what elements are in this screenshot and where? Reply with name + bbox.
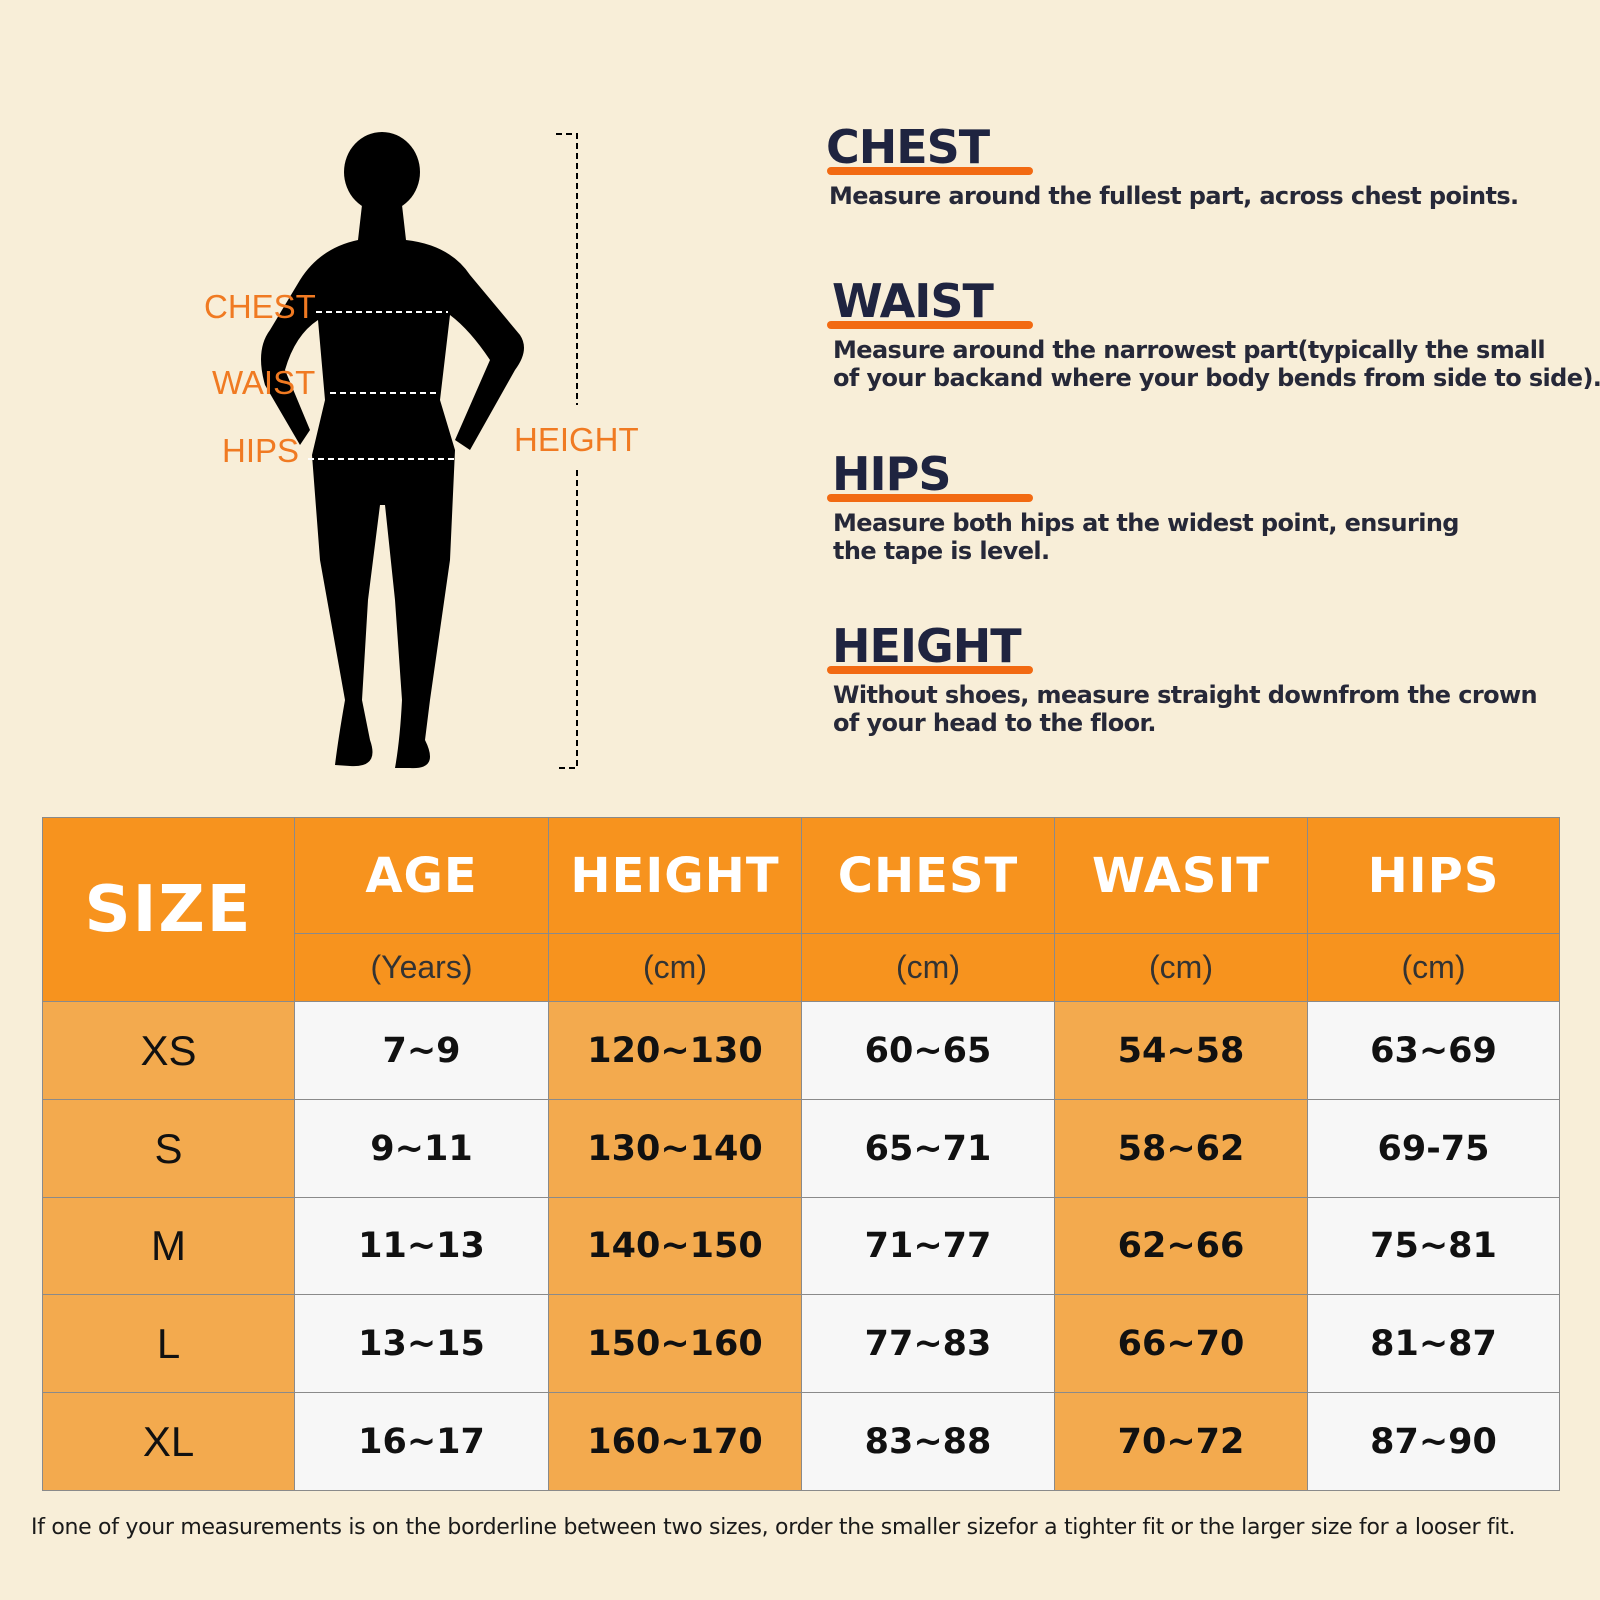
footnote: If one of your measurements is on the bo… bbox=[31, 1515, 1516, 1540]
value-cell: 11~13 bbox=[294, 1197, 549, 1295]
value-cell: 9~11 bbox=[294, 1099, 549, 1198]
column-unit: (cm) bbox=[801, 933, 1055, 1002]
guide-underline bbox=[827, 321, 1033, 329]
height-bracket bbox=[556, 133, 578, 769]
guide-text: of your backand where your body bends fr… bbox=[833, 364, 1600, 392]
column-header: HEIGHT bbox=[548, 817, 802, 934]
value-cell: 83~88 bbox=[801, 1392, 1055, 1491]
value-cell: 65~71 bbox=[801, 1099, 1055, 1198]
value-cell: 70~72 bbox=[1054, 1392, 1308, 1491]
guide-title: HIPS bbox=[832, 447, 951, 501]
guide-title: CHEST bbox=[826, 120, 990, 174]
value-cell: 7~9 bbox=[294, 1001, 549, 1100]
column-unit: (Years) bbox=[294, 933, 549, 1002]
size-cell: XS bbox=[42, 1001, 295, 1100]
size-cell: L bbox=[42, 1294, 295, 1393]
measure-lines bbox=[308, 311, 456, 460]
size-cell: M bbox=[42, 1197, 295, 1295]
height-label: HEIGHT bbox=[514, 421, 639, 458]
guide-underline bbox=[827, 167, 1033, 175]
guide-text: Measure around the fullest part, across … bbox=[829, 182, 1519, 210]
value-cell: 77~83 bbox=[801, 1294, 1055, 1393]
value-cell: 81~87 bbox=[1307, 1294, 1560, 1393]
guide-text: Measure both hips at the widest point, e… bbox=[833, 509, 1459, 537]
figure bbox=[261, 132, 578, 769]
hips-label: HIPS bbox=[222, 432, 300, 469]
column-unit: (cm) bbox=[1054, 933, 1308, 1002]
value-cell: 63~69 bbox=[1307, 1001, 1560, 1100]
column-header: AGE bbox=[294, 817, 549, 934]
silhouette-body bbox=[261, 205, 524, 769]
value-cell: 150~160 bbox=[548, 1294, 802, 1393]
value-cell: 140~150 bbox=[548, 1197, 802, 1295]
size-cell: S bbox=[42, 1099, 295, 1198]
guide-underline bbox=[827, 666, 1033, 674]
value-cell: 69-75 bbox=[1307, 1099, 1560, 1198]
value-cell: 16~17 bbox=[294, 1392, 549, 1491]
size-header: SIZE bbox=[42, 817, 295, 1002]
value-cell: 62~66 bbox=[1054, 1197, 1308, 1295]
guide-title: HEIGHT bbox=[832, 619, 1022, 673]
column-header: CHEST bbox=[801, 817, 1055, 934]
guide-title: WAIST bbox=[832, 274, 994, 328]
value-cell: 130~140 bbox=[548, 1099, 802, 1198]
value-cell: 120~130 bbox=[548, 1001, 802, 1100]
chest-label: CHEST bbox=[204, 288, 316, 325]
value-cell: 71~77 bbox=[801, 1197, 1055, 1295]
guide-text: Measure around the narrowest part(typica… bbox=[833, 336, 1546, 364]
guide-text: the tape is level. bbox=[833, 537, 1050, 565]
value-cell: 160~170 bbox=[548, 1392, 802, 1491]
silhouette-head bbox=[344, 132, 420, 212]
value-cell: 87~90 bbox=[1307, 1392, 1560, 1491]
column-header: HIPS bbox=[1307, 817, 1560, 934]
column-unit: (cm) bbox=[1307, 933, 1560, 1002]
guide-text: of your head to the floor. bbox=[833, 709, 1156, 737]
value-cell: 66~70 bbox=[1054, 1294, 1308, 1393]
value-cell: 58~62 bbox=[1054, 1099, 1308, 1198]
value-cell: 75~81 bbox=[1307, 1197, 1560, 1295]
size-cell: XL bbox=[42, 1392, 295, 1491]
column-unit: (cm) bbox=[548, 933, 802, 1002]
value-cell: 60~65 bbox=[801, 1001, 1055, 1100]
value-cell: 54~58 bbox=[1054, 1001, 1308, 1100]
guide-underline bbox=[827, 494, 1033, 502]
waist-label: WAIST bbox=[212, 364, 316, 401]
value-cell: 13~15 bbox=[294, 1294, 549, 1393]
guide-text: Without shoes, measure straight downfrom… bbox=[833, 681, 1538, 709]
column-header: WASIT bbox=[1054, 817, 1308, 934]
